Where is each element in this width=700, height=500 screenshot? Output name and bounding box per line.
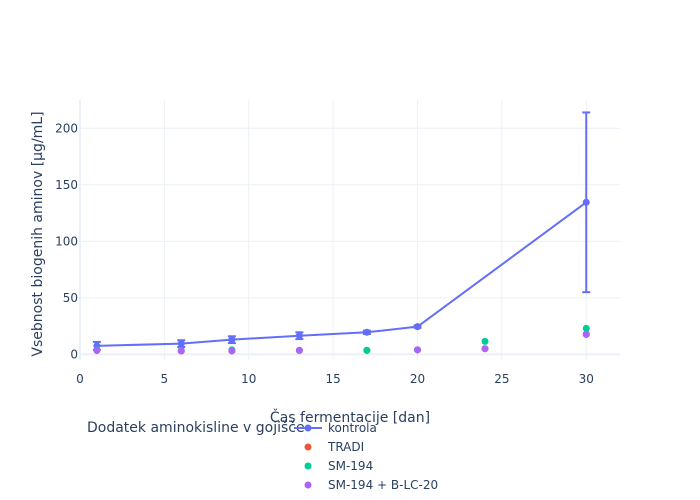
legend-swatch-marker bbox=[304, 462, 312, 470]
data-point bbox=[93, 346, 101, 354]
data-point bbox=[582, 324, 590, 332]
legend-item: kontrola bbox=[294, 421, 377, 435]
x-tick-label: 25 bbox=[494, 372, 509, 386]
y-tick-label: 150 bbox=[55, 178, 78, 192]
axes: 0 5 10 15 20 25 30 0 50 100 150 200 bbox=[55, 121, 594, 386]
x-tick-label: 10 bbox=[241, 372, 256, 386]
legend-item: TRADI bbox=[304, 440, 364, 454]
data-point bbox=[414, 346, 421, 354]
y-tick-label: 100 bbox=[55, 234, 78, 248]
data-point bbox=[414, 323, 421, 331]
legend-swatch-marker bbox=[304, 424, 312, 432]
x-tick-label: 15 bbox=[325, 372, 340, 386]
data-point bbox=[177, 347, 185, 355]
legend-swatch-marker bbox=[304, 443, 312, 451]
y-tick-label: 50 bbox=[63, 291, 78, 305]
data-point bbox=[295, 332, 303, 340]
plot-area bbox=[92, 111, 591, 355]
series-kontrola bbox=[92, 111, 591, 351]
legend-label: SM-194 + B-LC-20 bbox=[328, 478, 438, 492]
y-tick-label: 0 bbox=[70, 347, 78, 361]
legend-label: kontrola bbox=[328, 421, 377, 435]
legend-item: SM-194 bbox=[304, 459, 373, 473]
x-axis-title: Čas fermentacije [dan] bbox=[270, 408, 430, 426]
x-tick-label: 0 bbox=[76, 372, 84, 386]
legend-item: SM-194 + B-LC-20 bbox=[304, 478, 438, 492]
grid bbox=[79, 100, 620, 360]
series-sm-194-b-lc-20 bbox=[93, 331, 590, 355]
data-point bbox=[177, 340, 185, 348]
legend-title: Dodatek aminokisline v gojišče bbox=[87, 420, 305, 436]
legend: Dodatek aminokisline v gojišče kontrola T… bbox=[87, 420, 438, 492]
x-tick-label: 20 bbox=[410, 372, 425, 386]
data-point bbox=[228, 336, 236, 344]
data-point bbox=[363, 346, 371, 354]
data-point bbox=[481, 345, 489, 353]
data-point bbox=[582, 198, 590, 206]
legend-label: SM-194 bbox=[328, 459, 373, 473]
x-tick-label: 5 bbox=[161, 372, 169, 386]
data-point bbox=[582, 331, 590, 339]
y-tick-label: 200 bbox=[55, 121, 78, 135]
data-point bbox=[481, 337, 489, 345]
legend-swatch-marker bbox=[304, 481, 312, 489]
y-axis-title: Vsebnost biogenih aminov [µg/mL] bbox=[30, 111, 46, 356]
x-tick-label: 30 bbox=[579, 372, 594, 386]
legend-label: TRADI bbox=[327, 440, 364, 454]
data-point bbox=[228, 347, 236, 355]
data-point bbox=[363, 328, 371, 336]
data-point bbox=[295, 346, 303, 354]
